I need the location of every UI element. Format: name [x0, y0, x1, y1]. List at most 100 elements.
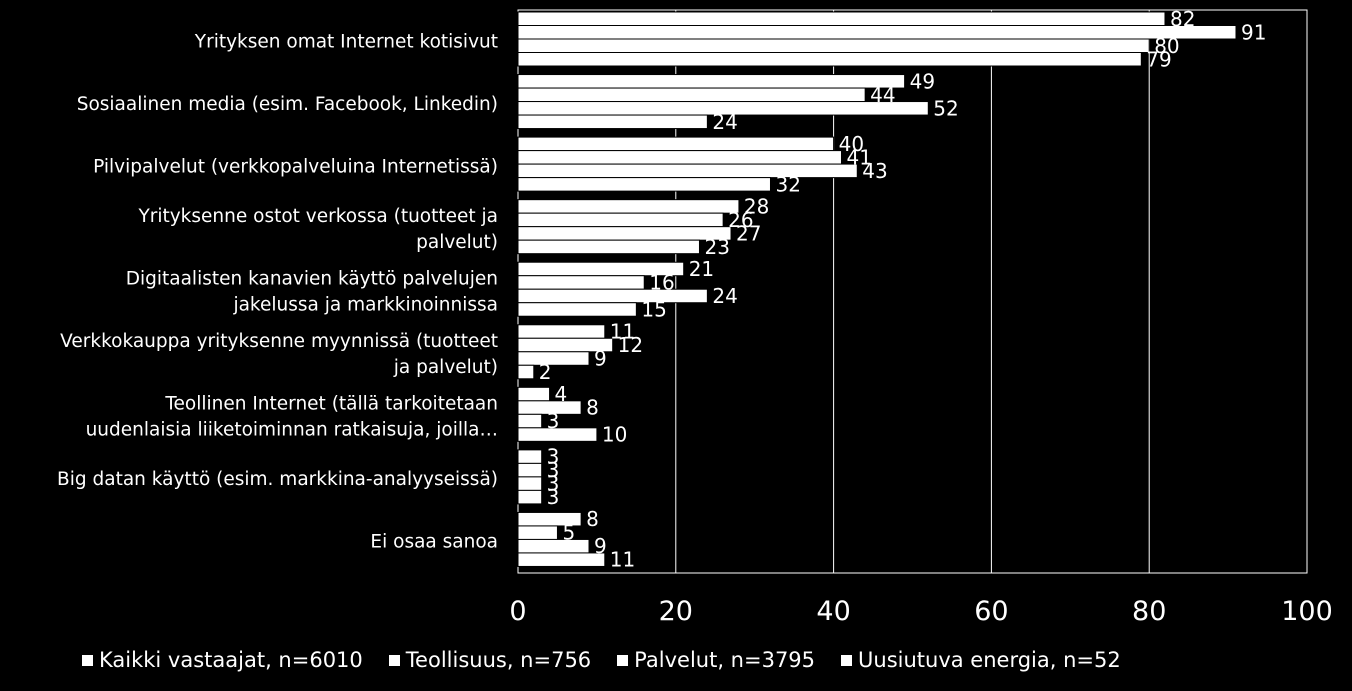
data-label: 82 — [1170, 7, 1195, 31]
bar — [517, 199, 740, 214]
bar — [517, 150, 842, 165]
bar — [517, 427, 598, 442]
category-label: ja palvelut) — [393, 357, 498, 378]
bar — [517, 239, 700, 255]
x-tick-label: 100 — [1281, 596, 1333, 627]
data-label: 28 — [744, 194, 769, 218]
bar — [517, 364, 535, 380]
bar — [517, 136, 835, 152]
legend-label: Kaikki vastaajat, n=6010 — [99, 648, 363, 672]
data-label: 2 — [539, 360, 552, 384]
data-label: 79 — [1146, 47, 1171, 71]
bar — [517, 288, 708, 304]
category-label: Yrityksenne ostot verkossa (tuotteet ja — [137, 206, 498, 227]
bar — [517, 163, 858, 179]
bars — [517, 11, 1237, 567]
legend-swatch — [82, 654, 93, 666]
category-label: Big datan käyttö (esim. markkina-analyys… — [57, 469, 498, 490]
bar — [517, 275, 645, 290]
x-tick-label: 40 — [816, 596, 850, 627]
bar — [517, 525, 558, 540]
data-label: 52 — [933, 96, 958, 120]
data-label: 8 — [586, 507, 599, 531]
category-label: Verkkokauppa yrityksenne myynnissä (tuot… — [60, 331, 498, 352]
bar — [517, 38, 1150, 53]
data-label: 43 — [862, 159, 887, 183]
bar — [517, 101, 929, 116]
data-label: 91 — [1241, 20, 1266, 44]
legend-swatch — [388, 654, 400, 666]
category-label: uudenlaisia liiketoiminnan ratkaisuja, j… — [86, 420, 498, 441]
data-label: 11 — [610, 548, 635, 572]
bar — [517, 87, 866, 103]
data-labels: 8291807949445224404143322826272321162415… — [539, 7, 1267, 572]
data-label: 26 — [728, 208, 753, 232]
x-tick-label: 80 — [1132, 596, 1166, 627]
data-label: 24 — [712, 110, 737, 134]
bar — [517, 538, 590, 554]
data-label: 3 — [547, 458, 560, 482]
legend-item: Palvelut, n=3795 — [617, 648, 815, 672]
legend-label: Palvelut, n=3795 — [634, 648, 816, 672]
bar — [517, 449, 543, 464]
data-label: 15 — [641, 297, 666, 321]
bar — [517, 462, 543, 478]
bar — [517, 212, 724, 228]
bar — [517, 11, 1166, 26]
x-axis-ticks: 0 20 40 60 80 100 — [509, 596, 1332, 627]
category-label: jakelussa ja markkinoinnissa — [232, 295, 498, 316]
data-label: 11 — [610, 320, 635, 344]
category-label: Ei osaa sanoa — [370, 532, 498, 553]
bar-chart: Yrityksen omat Internet kotisivut Sosiaal… — [57, 7, 1333, 627]
data-label: 16 — [649, 270, 674, 294]
bar — [517, 489, 543, 505]
bar — [517, 324, 606, 339]
data-label: 3 — [547, 409, 560, 433]
bar — [517, 114, 708, 130]
x-tick-label: 0 — [509, 596, 526, 627]
data-label: 8 — [586, 396, 599, 420]
data-label: 9 — [594, 534, 607, 558]
legend-item: Teollisuus, n=756 — [388, 648, 592, 672]
legend-swatch — [841, 654, 853, 666]
bar — [517, 177, 771, 192]
bar — [517, 226, 732, 241]
legend-item: Kaikki vastaajat, n=6010 — [82, 648, 363, 672]
bar — [517, 52, 1142, 67]
data-label: 41 — [846, 145, 871, 169]
data-label: 12 — [618, 333, 643, 357]
x-tick-label: 20 — [659, 596, 693, 627]
data-label: 3 — [547, 485, 560, 509]
data-label: 49 — [910, 69, 935, 93]
data-label: 10 — [602, 423, 627, 447]
data-label: 23 — [704, 235, 729, 259]
data-label: 27 — [736, 221, 761, 245]
bar — [517, 476, 543, 491]
data-label: 80 — [1154, 34, 1179, 58]
category-label: Digitaalisten kanavien käyttö palvelujen — [126, 269, 498, 290]
bar — [517, 25, 1237, 40]
data-label: 44 — [870, 83, 895, 107]
category-label: Pilvipalvelut (verkkopalveluina Internet… — [93, 156, 498, 177]
bar — [517, 413, 543, 429]
bar — [517, 351, 590, 366]
bar — [517, 386, 551, 402]
category-label: Yrityksen omat Internet kotisivut — [194, 31, 498, 52]
category-label: Sosiaalinen media (esim. Facebook, Linke… — [77, 94, 498, 115]
legend: Kaikki vastaajat, n=6010 Teollisuus, n=7… — [82, 648, 1147, 672]
x-tick-label: 60 — [974, 596, 1008, 627]
data-label: 3 — [547, 472, 560, 496]
legend-label: Teollisuus, n=756 — [405, 648, 592, 672]
data-label: 4 — [555, 382, 568, 406]
data-label: 32 — [775, 172, 800, 196]
bar — [517, 302, 637, 317]
data-label: 21 — [689, 257, 714, 281]
bar — [517, 552, 606, 567]
bar — [517, 400, 582, 415]
data-label: 5 — [562, 521, 575, 545]
bar — [517, 74, 906, 89]
category-labels: Yrityksen omat Internet kotisivut Sosiaal… — [57, 31, 498, 552]
data-label: 3 — [547, 445, 560, 469]
category-label: palvelut) — [416, 232, 498, 253]
legend-label: Uusiutuva energia, n=52 — [858, 648, 1121, 672]
